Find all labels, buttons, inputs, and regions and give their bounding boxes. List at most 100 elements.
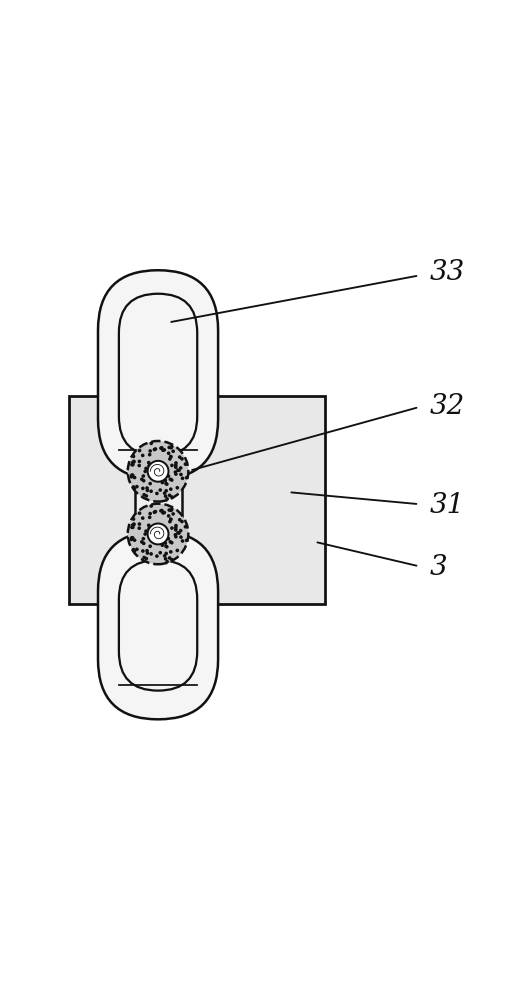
Circle shape — [138, 464, 141, 467]
Circle shape — [131, 461, 134, 465]
Circle shape — [128, 504, 188, 564]
Circle shape — [161, 448, 165, 452]
Circle shape — [132, 523, 135, 526]
Circle shape — [143, 470, 147, 473]
Circle shape — [162, 448, 166, 452]
Circle shape — [138, 449, 141, 452]
Circle shape — [144, 557, 148, 560]
Circle shape — [142, 479, 145, 483]
Circle shape — [142, 556, 146, 559]
Circle shape — [170, 495, 174, 499]
Circle shape — [159, 488, 162, 492]
Circle shape — [145, 549, 149, 553]
Circle shape — [168, 556, 172, 560]
Circle shape — [149, 482, 152, 485]
Circle shape — [154, 510, 158, 513]
Circle shape — [176, 531, 180, 535]
Circle shape — [184, 462, 187, 466]
Circle shape — [174, 463, 177, 467]
Circle shape — [169, 477, 172, 481]
Text: 33: 33 — [429, 259, 465, 286]
Circle shape — [164, 552, 168, 555]
Circle shape — [141, 454, 144, 457]
Circle shape — [163, 554, 166, 558]
Bar — [134, 354, 182, 646]
Circle shape — [130, 463, 134, 467]
Circle shape — [133, 476, 136, 479]
Circle shape — [185, 539, 188, 542]
Bar — [69, 396, 325, 604]
Circle shape — [178, 455, 182, 459]
Circle shape — [169, 550, 173, 554]
Circle shape — [153, 510, 156, 514]
Circle shape — [132, 455, 135, 458]
Circle shape — [138, 526, 141, 530]
Circle shape — [179, 535, 183, 539]
Circle shape — [148, 516, 152, 519]
Circle shape — [128, 441, 188, 502]
Circle shape — [149, 449, 152, 453]
Circle shape — [131, 473, 134, 477]
Circle shape — [132, 522, 136, 526]
Circle shape — [145, 551, 149, 555]
Circle shape — [174, 528, 177, 532]
Circle shape — [149, 552, 153, 556]
Circle shape — [150, 504, 153, 508]
Circle shape — [132, 460, 135, 464]
Circle shape — [135, 485, 139, 488]
Circle shape — [132, 485, 135, 489]
Circle shape — [165, 545, 169, 549]
Circle shape — [130, 475, 133, 479]
Circle shape — [130, 536, 134, 540]
Circle shape — [162, 511, 166, 514]
Circle shape — [140, 477, 144, 481]
Circle shape — [147, 527, 151, 530]
Circle shape — [169, 509, 173, 512]
Circle shape — [142, 537, 145, 541]
Circle shape — [131, 463, 135, 466]
Circle shape — [159, 509, 163, 513]
Circle shape — [171, 449, 175, 453]
Circle shape — [174, 472, 177, 476]
Circle shape — [184, 525, 187, 529]
Circle shape — [147, 464, 151, 468]
Circle shape — [169, 487, 173, 491]
Circle shape — [169, 518, 173, 521]
Circle shape — [170, 558, 174, 562]
FancyBboxPatch shape — [98, 270, 218, 479]
Circle shape — [174, 535, 177, 539]
Circle shape — [180, 457, 184, 461]
Circle shape — [160, 446, 164, 450]
Circle shape — [180, 520, 184, 523]
Circle shape — [159, 551, 162, 555]
Circle shape — [167, 446, 171, 449]
Circle shape — [131, 526, 135, 529]
Circle shape — [176, 468, 180, 472]
Circle shape — [174, 470, 177, 474]
Circle shape — [169, 455, 173, 459]
Text: 32: 32 — [429, 392, 465, 420]
Circle shape — [133, 487, 136, 490]
Circle shape — [135, 547, 139, 551]
Circle shape — [154, 447, 158, 451]
Circle shape — [170, 445, 174, 448]
Circle shape — [167, 451, 171, 455]
Circle shape — [133, 538, 136, 542]
Circle shape — [170, 464, 174, 467]
Circle shape — [144, 494, 148, 498]
Circle shape — [161, 481, 164, 484]
Circle shape — [149, 489, 153, 493]
Circle shape — [142, 542, 145, 545]
Circle shape — [141, 549, 145, 553]
Circle shape — [164, 557, 167, 561]
Text: 31: 31 — [429, 492, 465, 519]
Circle shape — [140, 540, 144, 544]
Circle shape — [166, 537, 170, 541]
Circle shape — [163, 479, 167, 482]
Circle shape — [147, 461, 151, 464]
Circle shape — [148, 524, 169, 544]
Circle shape — [164, 544, 168, 548]
Circle shape — [145, 486, 149, 490]
Circle shape — [130, 526, 134, 529]
Circle shape — [170, 478, 174, 482]
